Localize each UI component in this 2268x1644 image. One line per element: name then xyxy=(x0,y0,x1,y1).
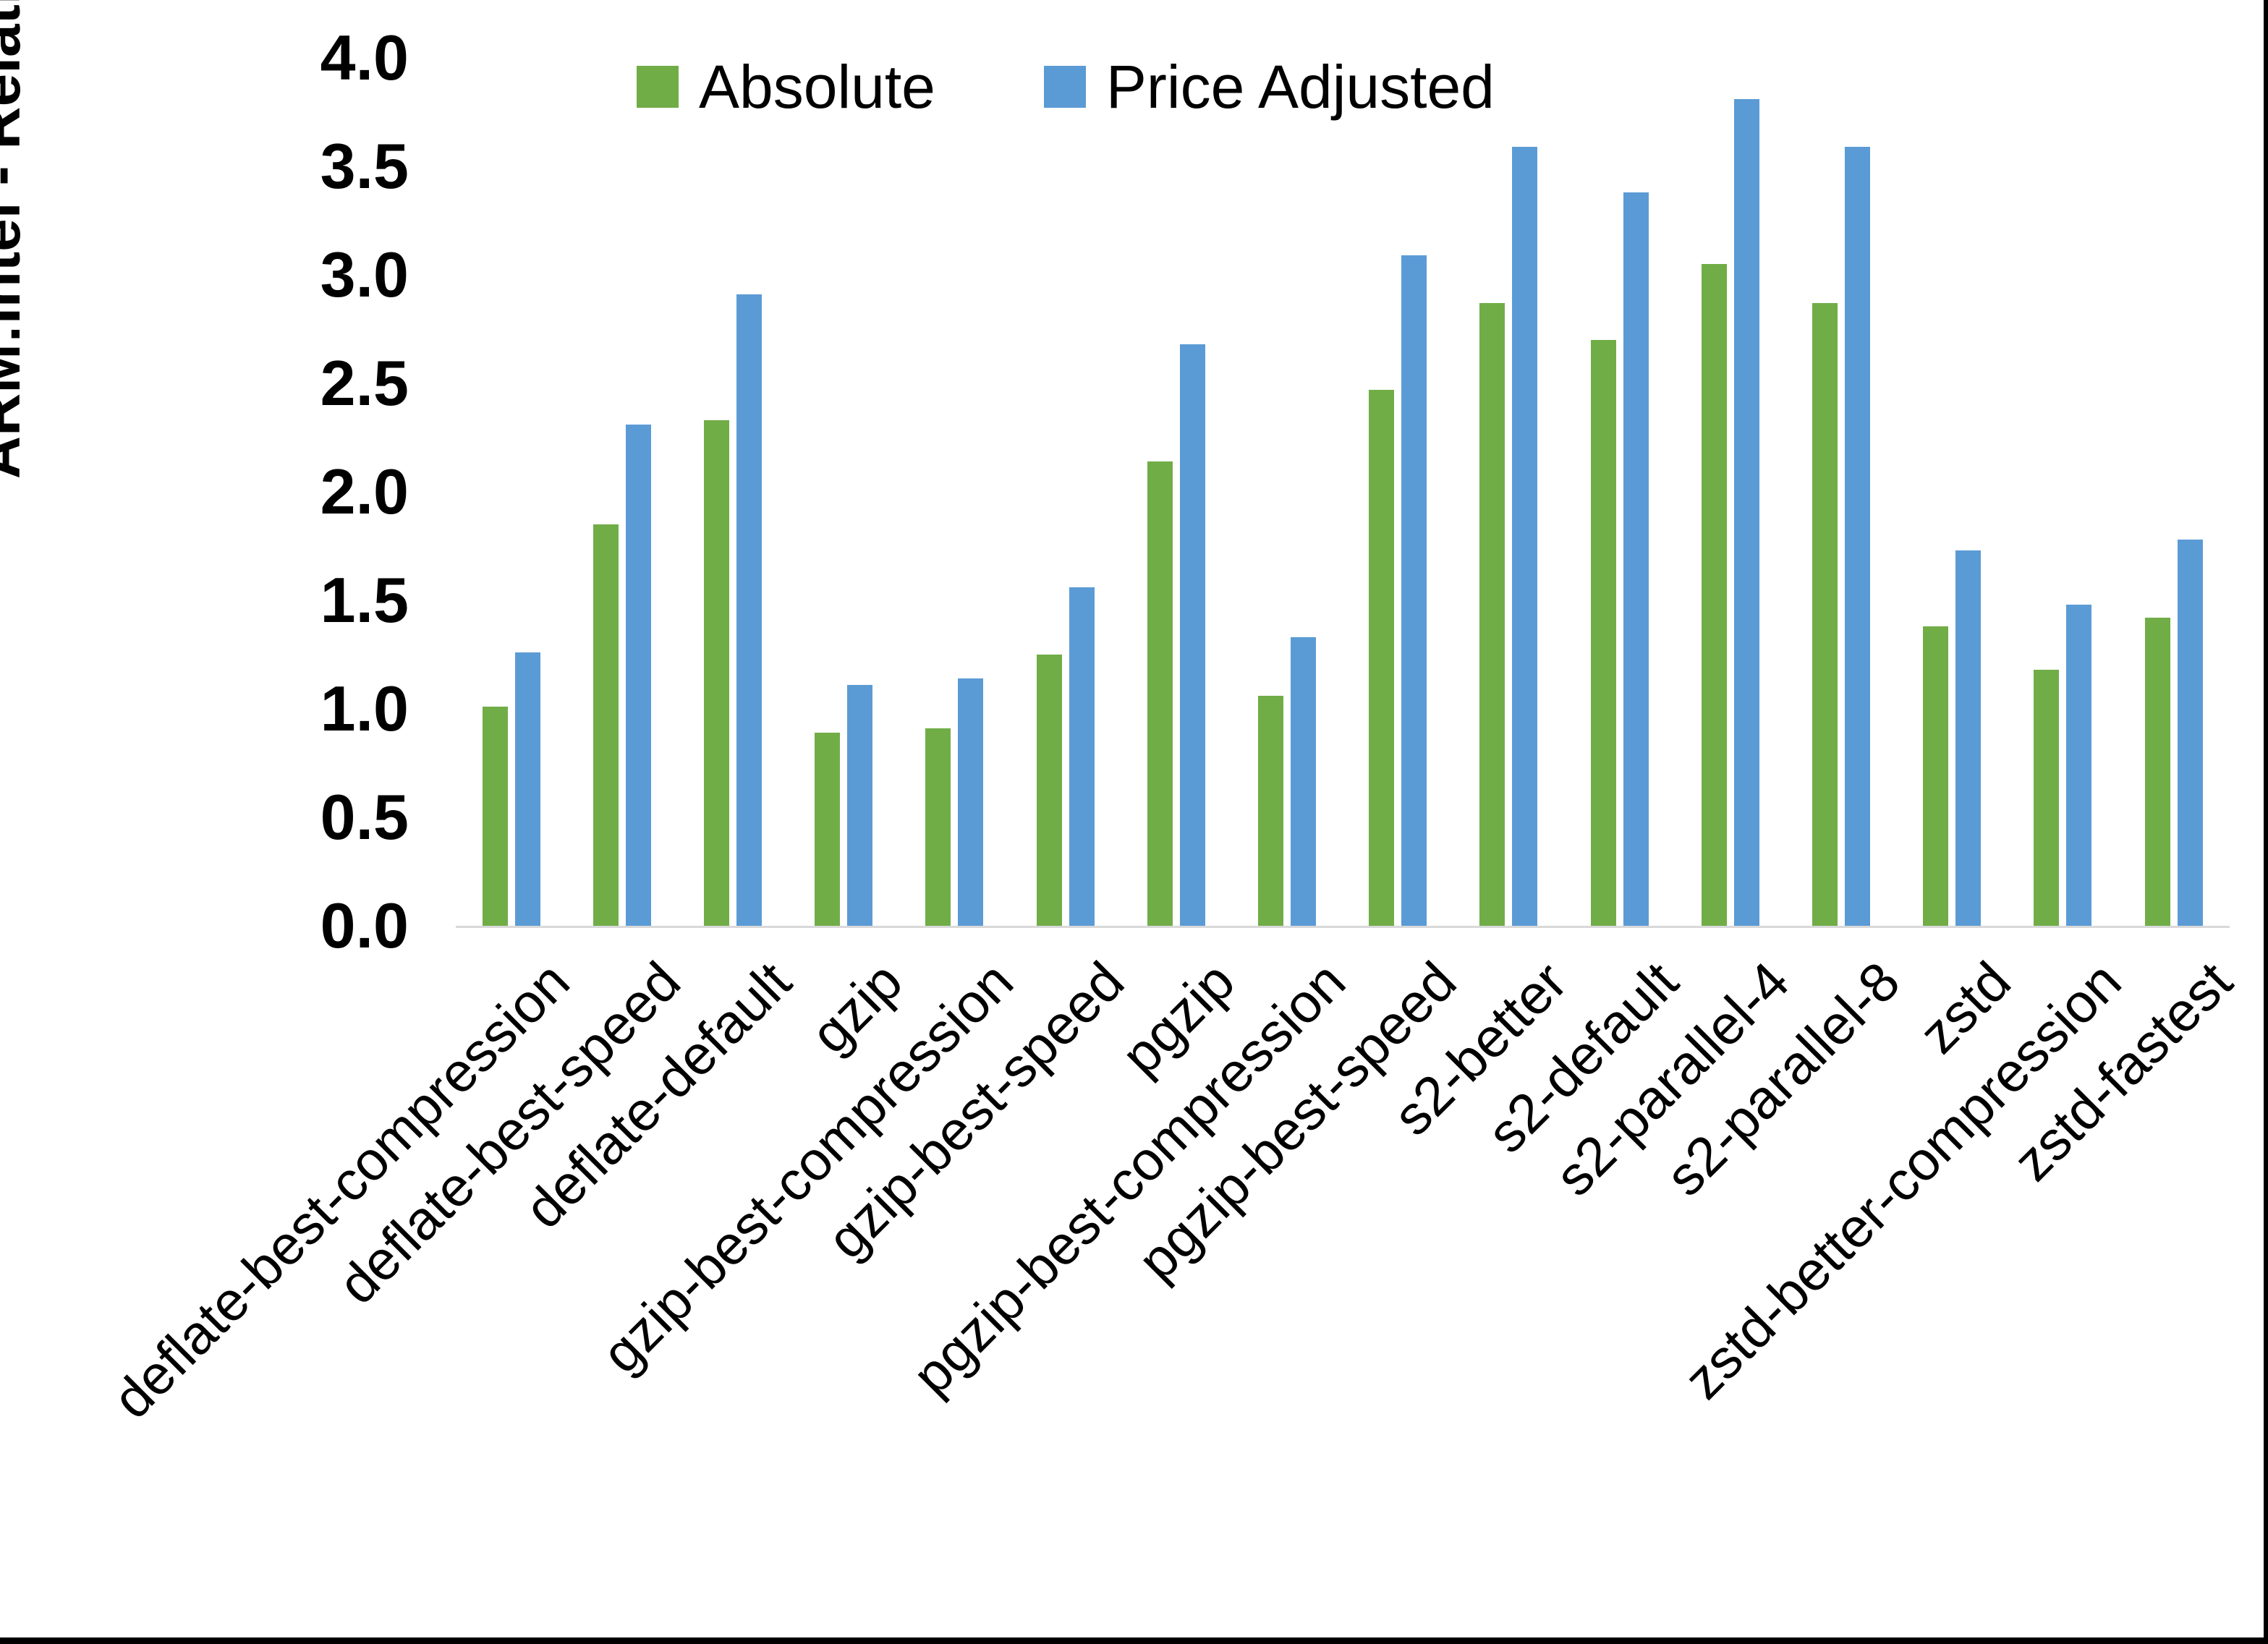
y-tick-label-0.5: 0.5 xyxy=(320,781,409,853)
bar-price-adjusted-pgzip-best-compression xyxy=(1291,637,1316,926)
bar-absolute-deflate-default xyxy=(704,420,729,926)
bar-absolute-zstd xyxy=(1923,626,1948,926)
bar-price-adjusted-deflate-best-speed xyxy=(626,425,651,926)
y-tick-label-2.0: 2.0 xyxy=(320,456,409,527)
bar-price-adjusted-pgzip-best-speed xyxy=(1401,255,1427,926)
bar-price-adjusted-zstd-fastest xyxy=(2178,540,2203,926)
bar-absolute-pgzip xyxy=(1147,461,1173,926)
bar-price-adjusted-s2-parallel-8 xyxy=(1845,147,1870,926)
bar-absolute-pgzip-best-compression xyxy=(1258,696,1283,926)
bar-price-adjusted-s2-parallel-4 xyxy=(1734,99,1759,926)
image-border-right xyxy=(2264,0,2268,1644)
legend-swatch-price-adjusted xyxy=(1043,66,1086,108)
bar-price-adjusted-deflate-default xyxy=(736,294,762,926)
bar-absolute-s2-parallel-4 xyxy=(1702,264,1727,926)
bar-price-adjusted-gzip-best-compression xyxy=(958,678,983,926)
bar-absolute-gzip xyxy=(815,733,840,926)
bar-price-adjusted-zstd xyxy=(1955,550,1981,926)
x-axis-line xyxy=(456,926,2230,928)
x-category-label-deflate-best-compression: deflate-best-compression xyxy=(101,950,582,1431)
legend-label-absolute: Absolute xyxy=(699,53,935,121)
bar-price-adjusted-gzip-best-speed xyxy=(1069,587,1095,926)
image-border-bottom xyxy=(0,1637,2268,1644)
bar-absolute-deflate-best-compression xyxy=(483,707,508,926)
bar-absolute-zstd-fastest xyxy=(2145,618,2170,926)
y-tick-label-2.5: 2.5 xyxy=(320,347,409,419)
bar-absolute-s2-parallel-8 xyxy=(1812,303,1838,926)
y-tick-label-1.5: 1.5 xyxy=(320,564,409,636)
bar-price-adjusted-s2-default xyxy=(1623,192,1649,926)
y-tick-label-3.5: 3.5 xyxy=(320,130,409,202)
bar-absolute-gzip-best-compression xyxy=(925,728,951,926)
legend: Absolute Price Adjusted xyxy=(637,56,1495,117)
legend-item-absolute: Absolute xyxy=(637,56,935,117)
y-axis-title: ARM:Intel - Relative Performance xyxy=(0,0,33,480)
bar-absolute-zstd-better-compression xyxy=(2034,670,2059,926)
bar-absolute-deflate-best-speed xyxy=(593,524,619,926)
bar-price-adjusted-deflate-best-compression xyxy=(515,652,540,926)
bar-absolute-s2-default xyxy=(1591,340,1616,926)
legend-label-price-adjusted: Price Adjusted xyxy=(1105,53,1495,121)
bar-price-adjusted-s2-better xyxy=(1512,147,1537,926)
y-tick-label-3.0: 3.0 xyxy=(320,239,409,310)
bar-absolute-s2-better xyxy=(1479,303,1505,926)
y-tick-label-0.0: 0.0 xyxy=(320,890,409,961)
y-tick-label-4.0: 4.0 xyxy=(320,22,409,93)
bar-absolute-pgzip-best-speed xyxy=(1369,390,1394,926)
bar-price-adjusted-pgzip xyxy=(1180,344,1205,926)
legend-item-price-adjusted: Price Adjusted xyxy=(1043,53,1495,121)
legend-swatch-absolute xyxy=(637,66,679,108)
bar-price-adjusted-gzip xyxy=(847,685,872,926)
bar-price-adjusted-zstd-better-compression xyxy=(2066,605,2091,926)
y-tick-label-1.0: 1.0 xyxy=(320,673,409,744)
bar-absolute-gzip-best-speed xyxy=(1037,655,1062,926)
